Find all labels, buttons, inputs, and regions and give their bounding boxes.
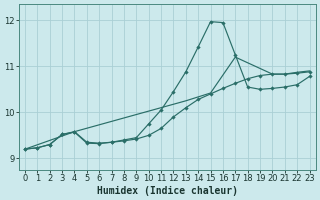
X-axis label: Humidex (Indice chaleur): Humidex (Indice chaleur) (97, 186, 238, 196)
